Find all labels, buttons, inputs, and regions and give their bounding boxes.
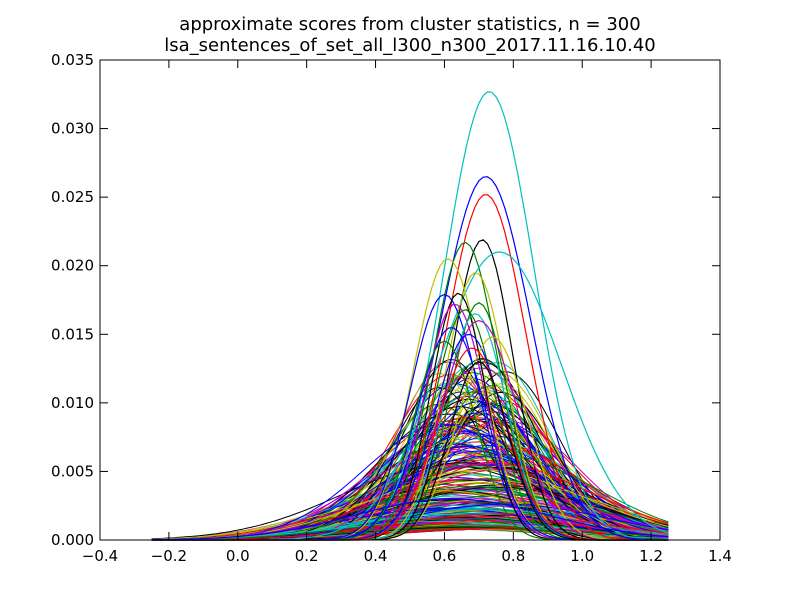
x-tick-label: 0.2 — [295, 547, 319, 565]
series-curves — [151, 91, 669, 541]
y-tick-label: 0.030 — [51, 120, 94, 138]
x-tick-label: 0.8 — [501, 547, 525, 565]
y-tick-label: 0.025 — [51, 188, 94, 206]
x-tick-label: 1.4 — [708, 547, 732, 565]
x-tick-label: 0.6 — [433, 547, 457, 565]
y-tick-label: 0.035 — [51, 51, 94, 69]
y-tick-label: 0.000 — [51, 531, 94, 549]
x-tick-label: 1.2 — [639, 547, 663, 565]
chart-subtitle: lsa_sentences_of_set_all_l300_n300_2017.… — [164, 35, 655, 56]
x-tick-label: 1.0 — [570, 547, 594, 565]
x-tick-label: 0.0 — [226, 547, 250, 565]
y-tick-label: 0.010 — [51, 394, 94, 412]
y-tick-label: 0.020 — [51, 257, 94, 275]
axis-ticks: −0.4 −0.2 0.0 0.2 0.4 0.6 0.8 1.0 1.2 1.4 0.000 0.0… — [51, 51, 732, 565]
x-tick-label: −0.2 — [151, 547, 187, 565]
x-tick-label: −0.4 — [82, 547, 118, 565]
y-tick-label: 0.005 — [51, 462, 94, 480]
chart-title: approximate scores from cluster statisti… — [179, 14, 640, 35]
x-tick-label: 0.4 — [364, 547, 388, 565]
plot-frame — [99, 59, 721, 541]
y-tick-label: 0.015 — [51, 325, 94, 343]
